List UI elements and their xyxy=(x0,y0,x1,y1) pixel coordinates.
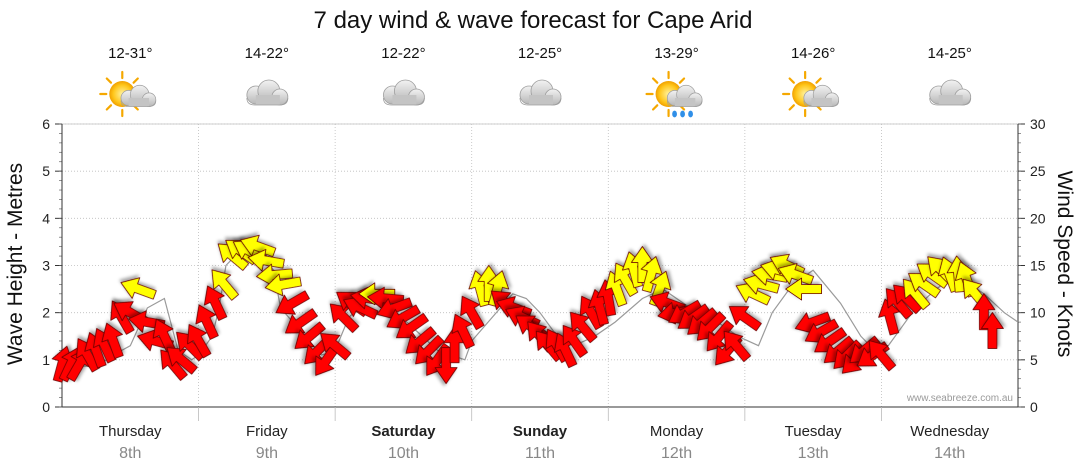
day-name-label: Tuesday xyxy=(785,423,842,440)
right-axis-tick-label: 20 xyxy=(1030,210,1046,226)
wind-arrow xyxy=(706,319,735,352)
weather-day-sunday: 12-25° xyxy=(518,45,562,106)
weather-forecast-row: 12-31° 14-22° 12-22° 12-25° 13-29° 14-26° 14-2… xyxy=(99,45,972,118)
wind-arrow xyxy=(460,295,485,331)
weather-day-wednesday: 14-25° xyxy=(928,45,972,106)
left-axis-tick-label: 2 xyxy=(42,305,50,321)
wind-arrow xyxy=(320,333,352,361)
wind-arrow xyxy=(868,340,897,372)
wind-arrow xyxy=(294,321,326,349)
left-axis-tick-label: 5 xyxy=(42,163,50,179)
wind-arrow xyxy=(696,311,727,341)
raindrop-shape xyxy=(680,110,685,118)
left-axis-tick-label: 0 xyxy=(42,399,50,415)
temperature-range: 14-25° xyxy=(928,45,972,62)
left-axis-tick-label: 1 xyxy=(42,352,50,368)
wind-arrow xyxy=(728,306,762,332)
wind-arrow xyxy=(878,298,901,336)
left-axis-title: Wave Height - Metres xyxy=(4,163,27,365)
wind-arrow xyxy=(735,282,772,306)
day-name-label: Thursday xyxy=(99,423,162,440)
temperature-range: 14-26° xyxy=(791,45,835,62)
sun-cloud-rain-icon xyxy=(645,70,703,118)
day-name-label: Monday xyxy=(650,423,704,440)
wind-arrow xyxy=(120,277,157,300)
right-axis-tick-label: 5 xyxy=(1030,352,1038,368)
temperature-range: 14-22° xyxy=(245,45,289,62)
day-name-label: Wednesday xyxy=(910,423,989,440)
wind-arrow xyxy=(396,312,429,339)
wind-arrow xyxy=(275,290,310,315)
temperature-range: 12-31° xyxy=(108,45,152,62)
day-date-label: 9th xyxy=(256,445,278,462)
cloud-icon xyxy=(382,79,425,106)
right-axis-tick-label: 25 xyxy=(1030,163,1046,179)
wind-arrow xyxy=(203,285,228,321)
day-name-label: Saturday xyxy=(371,423,436,440)
wind-arrow xyxy=(166,347,198,375)
wind-arrows-series xyxy=(51,234,1004,385)
wind-arrow xyxy=(777,263,815,286)
day-date-label: 13th xyxy=(798,445,829,462)
wind-arrow xyxy=(187,324,212,359)
wind-arrow xyxy=(785,277,822,301)
right-axis-title: Wind Speed - Knots xyxy=(1053,171,1076,358)
wind-arrow xyxy=(285,308,318,334)
right-axis-tick-label: 15 xyxy=(1030,258,1046,274)
weather-day-monday: 13-29° xyxy=(645,45,703,118)
right-axis-tick-label: 30 xyxy=(1030,116,1046,132)
day-date-label: 12th xyxy=(661,445,692,462)
wind-arrow xyxy=(240,234,277,258)
wind-arrow xyxy=(640,256,663,293)
left-axis-tick-label: 4 xyxy=(42,210,50,226)
wind-arrow xyxy=(329,303,360,334)
wind-arrow xyxy=(195,304,219,340)
wind-arrow xyxy=(451,313,475,350)
day-name-label: Friday xyxy=(246,423,288,440)
page-title: 7 day wind & wave forecast for Cape Arid xyxy=(314,7,753,34)
weather-day-tuesday: 14-26° xyxy=(782,45,840,118)
day-date-label: 8th xyxy=(119,445,141,462)
sun-cloud-icon xyxy=(782,70,840,118)
wind-arrow xyxy=(264,273,302,297)
wind-arrow xyxy=(101,322,124,359)
temperature-range: 12-25° xyxy=(518,45,562,62)
sun-cloud-icon xyxy=(99,70,157,118)
cloud-icon xyxy=(519,79,562,106)
wind-arrow xyxy=(211,269,239,301)
cloud-icon xyxy=(929,79,972,106)
left-axis-tick-label: 3 xyxy=(42,258,50,274)
weather-day-friday: 14-22° xyxy=(245,45,289,106)
cloud-icon xyxy=(246,79,289,106)
cloud-shape xyxy=(382,79,425,106)
weather-day-saturday: 12-22° xyxy=(381,45,426,106)
wind-arrow xyxy=(152,318,177,355)
day-name-label: Sunday xyxy=(513,423,568,440)
raindrop-shape xyxy=(672,110,677,118)
wind-arrow xyxy=(723,330,752,363)
wind-arrow xyxy=(908,273,942,299)
right-axis-tick-label: 0 xyxy=(1030,399,1038,415)
wind-arrow xyxy=(434,347,458,385)
cloud-shape xyxy=(246,79,289,106)
cloud-shape xyxy=(519,79,562,106)
day-date-label: 10th xyxy=(388,445,419,462)
right-axis-tick-label: 10 xyxy=(1030,305,1046,321)
day-date-label: 14th xyxy=(934,445,965,462)
wind-arrow xyxy=(981,312,1004,349)
left-axis-tick-label: 6 xyxy=(42,116,50,132)
cloud-shape xyxy=(929,79,972,106)
day-date-label: 11th xyxy=(525,445,555,462)
credit-text: www.seabreeze.com.au xyxy=(906,393,1013,404)
raindrop-shape xyxy=(688,110,693,118)
wind-arrow xyxy=(743,272,780,295)
wind-arrow xyxy=(247,249,285,272)
wind-arrow xyxy=(415,334,445,365)
day-labels-row: Thursday 8th Friday 9th Saturday 10th Sunday 11… xyxy=(99,423,990,462)
weather-day-thursday: 12-31° xyxy=(99,45,157,118)
temperature-range: 12-22° xyxy=(381,45,425,62)
temperature-range: 13-29° xyxy=(654,45,698,62)
